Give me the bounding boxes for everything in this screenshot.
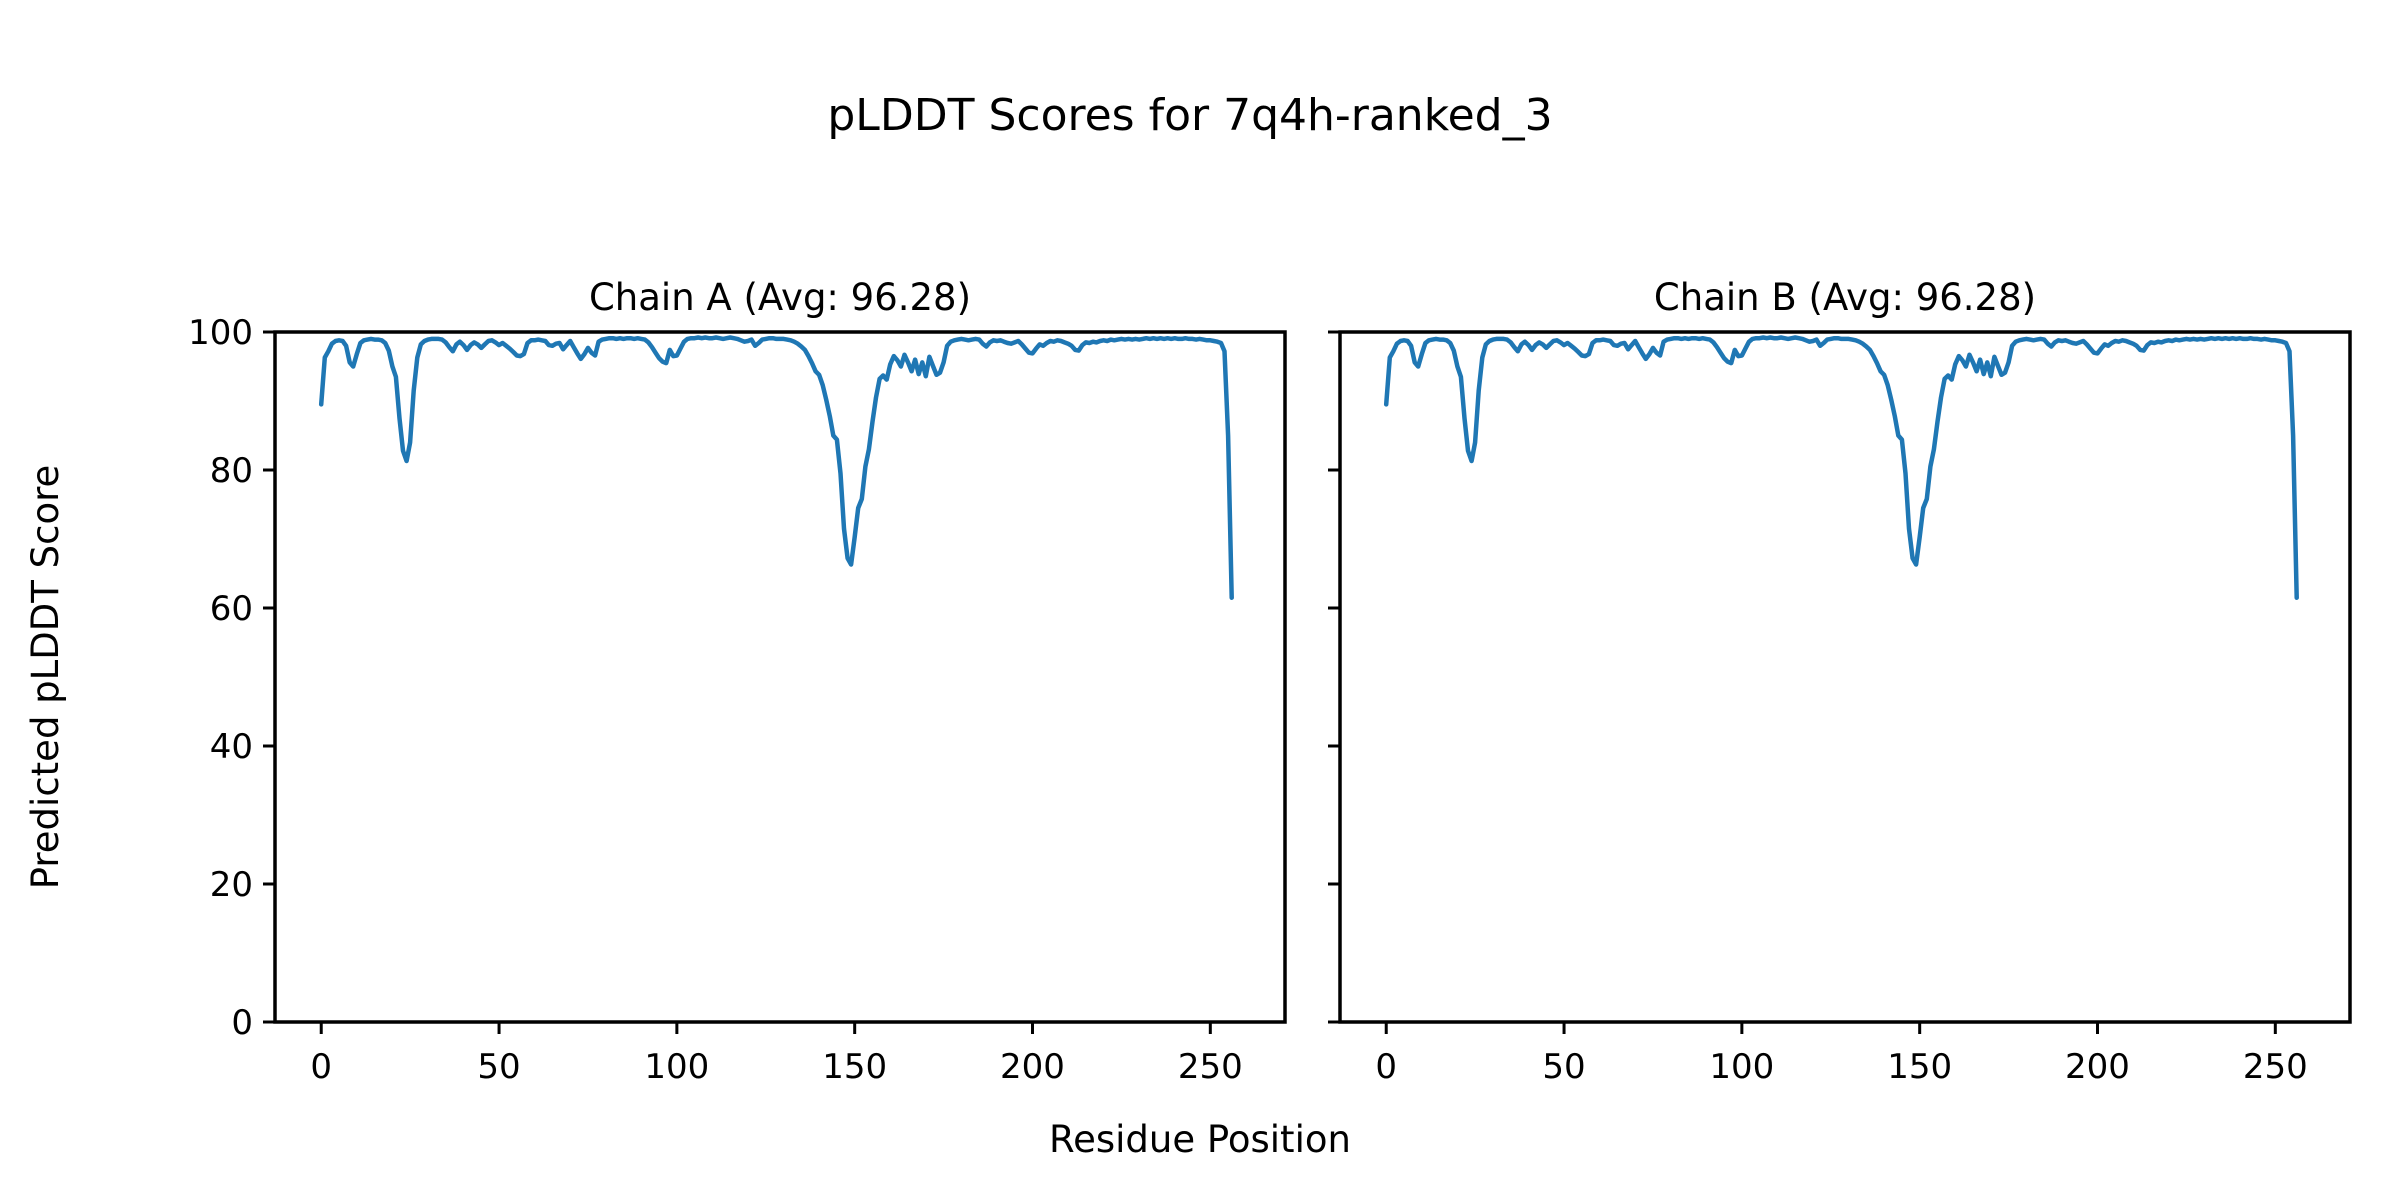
x-tick-label: 0 <box>1375 1047 1397 1087</box>
x-tick-label: 200 <box>2065 1047 2130 1087</box>
x-tick-label: 250 <box>1178 1047 1243 1087</box>
y-tick-label: 0 <box>231 1003 253 1043</box>
y-tick-label: 40 <box>210 727 253 767</box>
x-tick-label: 100 <box>644 1047 709 1087</box>
x-tick-label: 100 <box>1709 1047 1774 1087</box>
y-tick-label: 60 <box>210 589 253 629</box>
x-tick-label: 250 <box>2243 1047 2308 1087</box>
plddt-line <box>1383 335 2299 600</box>
y-tick-label: 100 <box>188 313 253 353</box>
plot-frame <box>273 330 1287 1024</box>
subplot-title: Chain A (Avg: 96.28) <box>589 276 971 319</box>
chain-a-plot: Chain A (Avg: 96.28) 0 50 100 150 200 250 0 20 40… <box>188 276 1287 1087</box>
x-tick-label: 50 <box>1542 1047 1585 1087</box>
x-tick-label: 150 <box>1887 1047 1952 1087</box>
subplot-title: Chain B (Avg: 96.28) <box>1654 276 2036 319</box>
chain-b-plot: Chain B (Avg: 96.28) 0 50 100 150 200 250 <box>1328 276 2352 1087</box>
y-tick-label: 20 <box>210 865 253 905</box>
x-tick-label: 0 <box>310 1047 332 1087</box>
y-tick-label: 80 <box>210 451 253 491</box>
x-tick-label: 150 <box>822 1047 887 1087</box>
plot-frame <box>1338 330 2352 1024</box>
x-tick-label: 200 <box>1000 1047 1065 1087</box>
plddt-line <box>318 335 1234 600</box>
y-axis-label: Predicted pLDDT Score <box>24 465 67 890</box>
x-tick-label: 50 <box>477 1047 520 1087</box>
figure-title: pLDDT Scores for 7q4h-ranked_3 <box>827 90 1552 141</box>
x-axis-label: Residue Position <box>1049 1118 1351 1161</box>
